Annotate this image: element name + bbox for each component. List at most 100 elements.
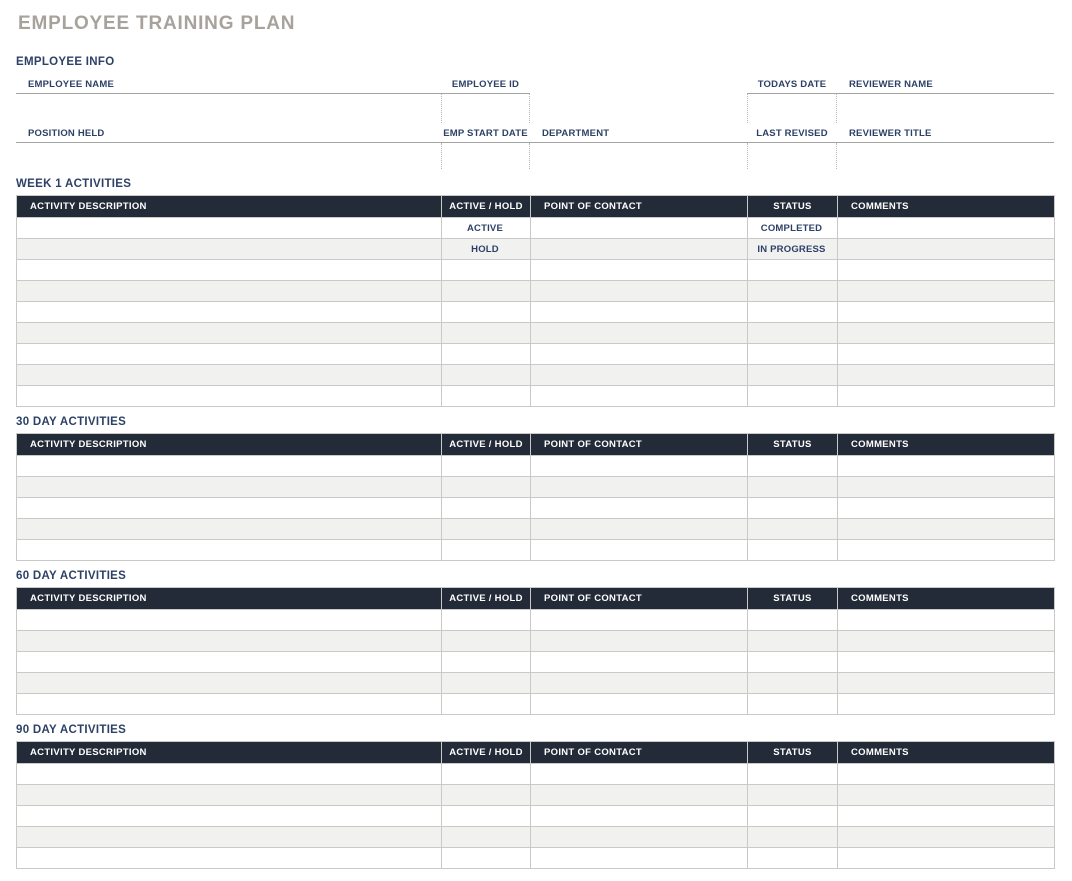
activity-cell[interactable]: IN PROGRESS <box>747 238 838 260</box>
activity-cell[interactable]: COMPLETED <box>747 217 838 239</box>
activity-cell[interactable] <box>16 476 442 498</box>
activity-cell[interactable]: HOLD <box>441 238 531 260</box>
activity-cell[interactable] <box>441 672 531 694</box>
activity-cell[interactable] <box>16 805 442 827</box>
activity-cell[interactable] <box>441 518 531 540</box>
activity-cell[interactable] <box>837 630 1055 652</box>
activity-cell[interactable] <box>441 385 531 407</box>
activity-cell[interactable] <box>530 609 748 631</box>
activity-cell[interactable] <box>747 497 838 519</box>
activity-cell[interactable] <box>530 784 748 806</box>
activity-cell[interactable] <box>837 609 1055 631</box>
activity-cell[interactable] <box>441 322 531 344</box>
activity-cell[interactable] <box>747 343 838 365</box>
activity-cell[interactable] <box>747 322 838 344</box>
activity-cell[interactable] <box>441 343 531 365</box>
activity-cell[interactable] <box>16 693 442 715</box>
position-held-input[interactable] <box>16 143 441 169</box>
activity-cell[interactable] <box>16 539 442 561</box>
activity-cell[interactable] <box>16 280 442 302</box>
activity-cell[interactable] <box>747 455 838 477</box>
employee-name-input[interactable] <box>16 94 441 123</box>
activity-cell[interactable] <box>530 259 748 281</box>
activity-cell[interactable] <box>747 385 838 407</box>
activity-cell[interactable] <box>530 518 748 540</box>
activity-cell[interactable] <box>747 539 838 561</box>
activity-cell[interactable] <box>837 455 1055 477</box>
activity-cell[interactable] <box>837 847 1055 869</box>
activity-cell[interactable] <box>441 259 531 281</box>
activity-cell[interactable] <box>747 259 838 281</box>
activity-cell[interactable] <box>441 784 531 806</box>
activity-cell[interactable] <box>441 805 531 827</box>
activity-cell[interactable] <box>441 763 531 785</box>
activity-cell[interactable] <box>530 280 748 302</box>
activity-cell[interactable] <box>530 343 748 365</box>
emp-start-date-input[interactable] <box>441 143 530 169</box>
activity-cell[interactable] <box>837 539 1055 561</box>
activity-cell[interactable] <box>837 476 1055 498</box>
activity-cell[interactable] <box>530 539 748 561</box>
activity-cell[interactable] <box>747 763 838 785</box>
activity-cell[interactable] <box>530 455 748 477</box>
activity-cell[interactable] <box>837 826 1055 848</box>
activity-cell[interactable] <box>441 280 531 302</box>
activity-cell[interactable] <box>16 259 442 281</box>
activity-cell[interactable] <box>747 847 838 869</box>
activity-cell[interactable] <box>441 651 531 673</box>
activity-cell[interactable] <box>16 385 442 407</box>
activity-cell[interactable] <box>837 343 1055 365</box>
activity-cell[interactable] <box>837 651 1055 673</box>
activity-cell[interactable] <box>16 301 442 323</box>
activity-cell[interactable] <box>16 847 442 869</box>
activity-cell[interactable] <box>837 763 1055 785</box>
activity-cell[interactable] <box>16 763 442 785</box>
activity-cell[interactable] <box>16 217 442 239</box>
activity-cell[interactable] <box>530 826 748 848</box>
activity-cell[interactable]: ACTIVE <box>441 217 531 239</box>
activity-cell[interactable] <box>837 518 1055 540</box>
reviewer-name-input[interactable] <box>837 94 1054 123</box>
activity-cell[interactable] <box>747 672 838 694</box>
activity-cell[interactable] <box>530 847 748 869</box>
activity-cell[interactable] <box>441 476 531 498</box>
activity-cell[interactable] <box>747 826 838 848</box>
activity-cell[interactable] <box>441 497 531 519</box>
activity-cell[interactable] <box>837 672 1055 694</box>
activity-cell[interactable] <box>747 784 838 806</box>
employee-id-input[interactable] <box>441 94 530 123</box>
activity-cell[interactable] <box>441 539 531 561</box>
activity-cell[interactable] <box>837 322 1055 344</box>
activity-cell[interactable] <box>441 301 531 323</box>
reviewer-title-input[interactable] <box>837 143 1054 169</box>
activity-cell[interactable] <box>837 364 1055 386</box>
activity-cell[interactable] <box>441 364 531 386</box>
last-revised-input[interactable] <box>747 143 837 169</box>
activity-cell[interactable] <box>837 301 1055 323</box>
activity-cell[interactable] <box>441 609 531 631</box>
activity-cell[interactable] <box>530 238 748 260</box>
activity-cell[interactable] <box>747 280 838 302</box>
activity-cell[interactable] <box>530 805 748 827</box>
activity-cell[interactable] <box>747 476 838 498</box>
todays-date-input[interactable] <box>747 94 837 123</box>
activity-cell[interactable] <box>530 630 748 652</box>
activity-cell[interactable] <box>16 343 442 365</box>
activity-cell[interactable] <box>837 497 1055 519</box>
activity-cell[interactable] <box>747 805 838 827</box>
activity-cell[interactable] <box>837 217 1055 239</box>
activity-cell[interactable] <box>16 630 442 652</box>
activity-cell[interactable] <box>16 497 442 519</box>
activity-cell[interactable] <box>747 518 838 540</box>
activity-cell[interactable] <box>441 455 531 477</box>
activity-cell[interactable] <box>16 364 442 386</box>
department-input[interactable] <box>530 143 747 169</box>
activity-cell[interactable] <box>747 364 838 386</box>
activity-cell[interactable] <box>441 847 531 869</box>
activity-cell[interactable] <box>747 693 838 715</box>
activity-cell[interactable] <box>16 651 442 673</box>
activity-cell[interactable] <box>16 518 442 540</box>
activity-cell[interactable] <box>747 301 838 323</box>
activity-cell[interactable] <box>530 385 748 407</box>
activity-cell[interactable] <box>441 630 531 652</box>
